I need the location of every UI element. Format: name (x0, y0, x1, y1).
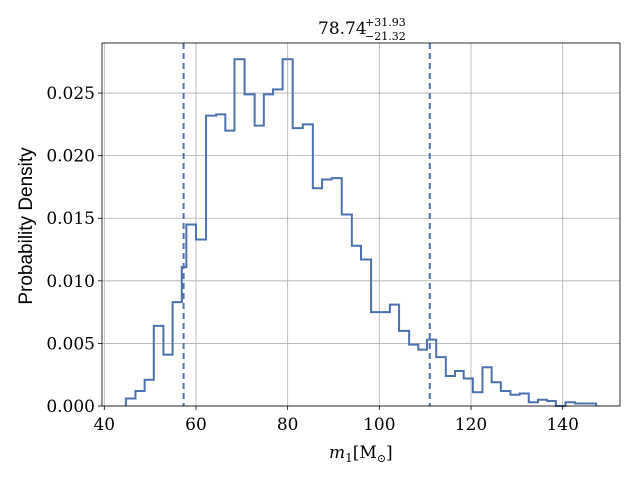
y-tick-label: 0.005 (46, 334, 95, 354)
histogram-bin (255, 126, 264, 406)
histogram-bin (283, 59, 293, 406)
histogram-bin (145, 380, 154, 406)
histogram-bin (322, 179, 332, 406)
histogram-bin (520, 393, 529, 406)
x-tick-label: 80 (277, 415, 299, 435)
histogram-bin (196, 240, 206, 406)
histogram-bin (234, 59, 244, 406)
histogram-bin (399, 331, 409, 406)
y-tick-label: 0.000 (46, 397, 95, 417)
x-label-unit-sub: ⊙ (377, 452, 386, 465)
histogram-bin (510, 395, 519, 406)
histogram-bin (163, 355, 172, 406)
histogram-bin (371, 312, 390, 406)
histogram-bin (303, 124, 313, 406)
histogram-bin (409, 345, 418, 406)
histogram-bin (216, 114, 225, 406)
y-tick-label: 0.025 (46, 84, 95, 104)
histogram-bin (482, 367, 491, 406)
y-tick-label: 0.010 (46, 272, 95, 292)
histogram-bin (225, 131, 234, 406)
y-tick-label: 0.020 (46, 147, 95, 167)
x-axis-label: m1[M⊙] (329, 443, 393, 465)
y-tick-label: 0.015 (46, 209, 95, 229)
histogram-bin (436, 357, 446, 406)
x-tick-label: 60 (185, 415, 207, 435)
histogram-bin (538, 400, 547, 406)
title-upper-error: +31.93 (365, 16, 406, 29)
histogram-bin (529, 402, 538, 406)
histogram-bin (352, 246, 361, 406)
histogram-bin (206, 116, 216, 406)
title-value: 78.74 (318, 19, 367, 39)
histogram-bin (245, 94, 255, 406)
histogram-bin (418, 350, 427, 406)
histogram-bin (293, 128, 303, 406)
histogram-bin (154, 326, 164, 406)
histogram-bin (390, 305, 399, 406)
histogram-bin (342, 214, 352, 406)
x-label-unit-open: [M (353, 443, 377, 463)
histogram-bin (264, 94, 273, 406)
y-axis-ticks: 0.000 0.005 0.010 0.015 0.020 0.025 (46, 84, 102, 417)
histogram-bin (173, 302, 182, 406)
x-tick-label: 100 (363, 415, 395, 435)
histogram-bin (273, 89, 283, 406)
chart-title: 78.74 (318, 19, 367, 39)
histogram-bin (135, 391, 144, 406)
histogram-bin (446, 376, 455, 406)
histogram-bin (492, 382, 501, 406)
histogram-bin (427, 340, 436, 406)
histogram-bin (464, 378, 473, 406)
x-label-unit-close: ] (386, 443, 393, 463)
histogram-bin (332, 178, 342, 406)
x-tick-label: 120 (455, 415, 487, 435)
histogram-bin (313, 188, 322, 406)
histogram-bin (501, 391, 511, 406)
x-axis-ticks: 40 60 80 100 120 140 (93, 406, 579, 435)
y-axis-label: Probability Density (16, 147, 37, 305)
x-tick-label: 140 (546, 415, 578, 435)
histogram-bin (361, 260, 371, 406)
title-lower-error: −21.32 (365, 30, 406, 43)
histogram-step-line (124, 58, 598, 407)
histogram-bin (473, 392, 483, 406)
histogram-bin (455, 371, 464, 406)
x-label-main: m (329, 443, 345, 463)
x-tick-label: 40 (93, 415, 115, 435)
credible-interval-lines (182, 43, 431, 406)
histogram-bin (547, 401, 556, 406)
x-label-sub: 1 (345, 451, 353, 465)
histogram-series (124, 58, 598, 407)
histogram-bin (186, 225, 196, 407)
plot-frame (101, 42, 621, 407)
histogram-bin (126, 398, 136, 406)
histogram-bin (565, 402, 575, 406)
